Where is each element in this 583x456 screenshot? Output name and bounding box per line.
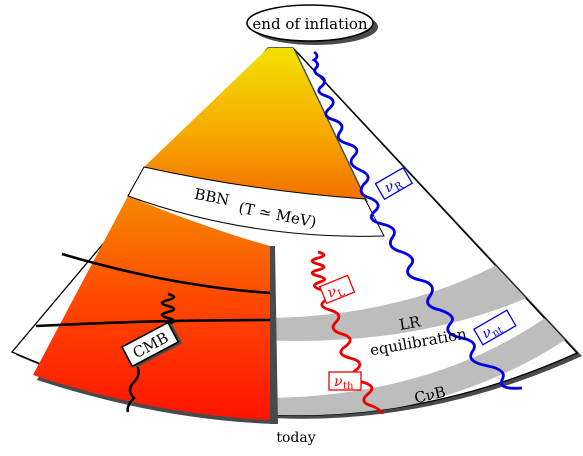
early-universe-region	[144, 48, 365, 199]
cnub-band	[260, 316, 565, 416]
recombination-curve-upper	[61, 252, 271, 295]
nu-th-subscript: th	[343, 381, 354, 392]
bbn-band-outline	[127, 166, 385, 237]
lr-equilibration-band	[260, 252, 545, 341]
end-of-inflation-label: end of inflation	[252, 15, 368, 33]
late-universe-region	[33, 196, 270, 420]
nu-l-box: ν L	[318, 274, 356, 305]
nu-r-box: ν R	[374, 166, 414, 201]
nu-l-subscript: L	[336, 287, 347, 300]
nu-th-symbol: ν	[334, 374, 343, 390]
today-label: today	[276, 430, 315, 446]
end-of-inflation-ellipse	[246, 4, 374, 42]
lr-label: LR	[398, 312, 423, 334]
nu-nt-box: ν nt	[473, 309, 517, 346]
nu-th-box: ν th	[328, 371, 362, 392]
nu-r-wave	[311, 50, 523, 390]
nu-l-wave	[310, 250, 384, 415]
recombination-curve-lower	[35, 318, 271, 328]
nu-nt-subscript: nt	[491, 325, 506, 340]
